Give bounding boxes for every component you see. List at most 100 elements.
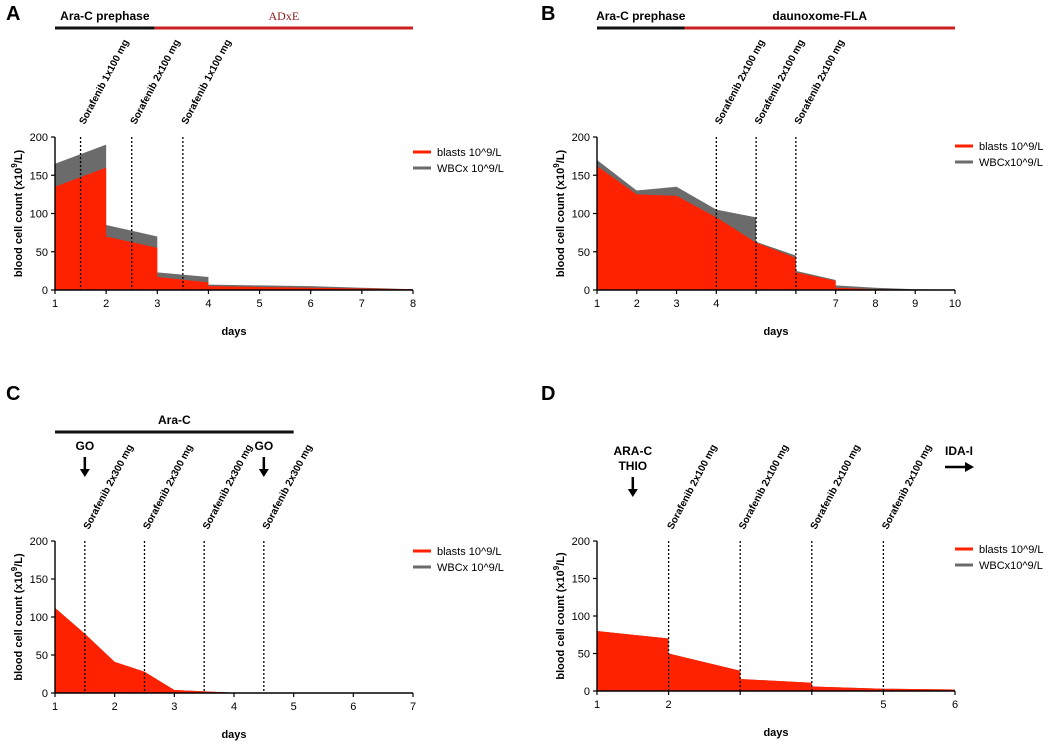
x-tick-label: 5 [291, 701, 297, 713]
sorafenib-label: Sorafenib 2x300 mg [141, 443, 195, 532]
y-tick-label: 0 [42, 285, 48, 297]
y-tick-label: 0 [584, 686, 590, 698]
x-tick-label: 6 [308, 298, 314, 310]
panel-d: D Sorafenib 2x100 mg Sorafenib 2x100 mg Sor… [541, 383, 1043, 739]
sorafenib-label: Sorafenib 2x300 mg [261, 443, 315, 532]
panel-letter: A [6, 3, 20, 25]
y-axis-label: blood cell count (x109/L) [552, 150, 567, 278]
x-tick-label: 6 [350, 701, 356, 713]
arrow-label: THIO [618, 459, 647, 473]
x-tick-label: 5 [257, 298, 263, 310]
legend-entry: blasts 10^9/L [979, 544, 1043, 556]
x-tick-label: 1 [52, 701, 58, 713]
phase-label: ADxE [269, 9, 300, 23]
arrow-head-icon [627, 489, 638, 497]
y-tick-label: 100 [30, 612, 48, 624]
x-tick-label: 3 [171, 701, 177, 713]
y-tick-label: 50 [578, 649, 590, 661]
y-tick-label: 100 [572, 209, 590, 221]
y-tick-label: 150 [30, 574, 48, 586]
arrow-head-icon [965, 462, 974, 472]
sorafenib-label: Sorafenib 2x100 mg [129, 38, 183, 127]
sorafenib-label: Sorafenib 2x300 mg [82, 443, 136, 532]
x-tick-label: 4 [231, 701, 237, 713]
y-tick-label: 100 [572, 611, 590, 623]
x-tick-label: 4 [713, 298, 719, 310]
sorafenib-label: Sorafenib 1x100 mg [180, 38, 234, 127]
x-axis-label: days [763, 727, 788, 739]
y-tick-label: 50 [36, 650, 48, 662]
panel-letter: B [541, 3, 555, 25]
x-tick-label: 2 [634, 298, 640, 310]
panel-letter: C [6, 383, 20, 405]
y-axis-label: blood cell count (x109/L) [552, 552, 567, 680]
legend-entry: blasts 10^9/L [437, 147, 501, 159]
x-tick-label: 3 [673, 298, 679, 310]
arrow-head-icon [258, 469, 269, 477]
y-tick-label: 150 [572, 170, 590, 182]
sorafenib-label: Sorafenib 2x100 mg [666, 443, 720, 532]
blasts-area [55, 607, 413, 693]
x-tick-label: 10 [949, 298, 961, 310]
phase-label: Ara-C [158, 413, 191, 427]
arrow-label: GO [254, 439, 273, 453]
x-tick-label: 1 [594, 298, 600, 310]
x-tick-label: 6 [952, 699, 958, 711]
arrow-label: GO [75, 439, 94, 453]
arrow-label: ARA-C [613, 444, 652, 458]
y-tick-label: 0 [42, 688, 48, 700]
x-axis-label: days [221, 729, 246, 741]
x-tick-label: 5 [880, 699, 886, 711]
y-tick-label: 200 [30, 132, 48, 144]
blasts-area [597, 631, 955, 691]
y-tick-label: 200 [30, 536, 48, 548]
legend-entry: blasts 10^9/L [979, 141, 1043, 153]
y-axis-label: blood cell count (x109/L) [10, 553, 25, 681]
y-tick-label: 150 [572, 574, 590, 586]
panel-letter: D [541, 383, 555, 405]
sorafenib-label: Sorafenib 2x300 mg [201, 443, 255, 532]
x-axis-label: days [763, 326, 788, 338]
x-tick-label: 7 [410, 701, 416, 713]
phase-label: daunoxome-FLA [772, 9, 867, 23]
sorafenib-label: Sorafenib 2x100 mg [737, 443, 791, 532]
legend-entry: WBCx10^9/L [979, 560, 1043, 572]
legend-entry: WBCx 10^9/L [437, 562, 504, 574]
x-tick-label: 8 [410, 298, 416, 310]
arrow-head-icon [79, 469, 90, 477]
x-tick-label: 7 [833, 298, 839, 310]
legend-entry: WBCx 10^9/L [437, 163, 504, 175]
x-tick-label: 8 [872, 298, 878, 310]
sorafenib-label: Sorafenib 1x100 mg [78, 38, 132, 127]
x-tick-label: 1 [594, 699, 600, 711]
x-tick-label: 3 [154, 298, 160, 310]
x-tick-label: 2 [666, 699, 672, 711]
legend-entry: WBCx10^9/L [979, 157, 1043, 169]
x-tick-label: 7 [359, 298, 365, 310]
sorafenib-label: Sorafenib 2x100 mg [809, 443, 863, 532]
x-tick-label: 4 [205, 298, 211, 310]
blasts-area [597, 166, 955, 290]
x-tick-label: 2 [103, 298, 109, 310]
y-tick-label: 50 [36, 247, 48, 259]
phase-label: Ara-C prephase [596, 9, 686, 23]
y-tick-label: 150 [30, 170, 48, 182]
sorafenib-label: Sorafenib 2x100 mg [880, 443, 934, 532]
x-axis-label: days [221, 326, 246, 338]
y-tick-label: 50 [578, 247, 590, 259]
blasts-area [55, 167, 413, 290]
legend-entry: blasts 10^9/L [437, 546, 501, 558]
y-tick-label: 0 [584, 285, 590, 297]
y-tick-label: 200 [572, 132, 590, 144]
y-tick-label: 200 [572, 536, 590, 548]
y-tick-label: 100 [30, 209, 48, 221]
arrow-label: IDA-I [945, 444, 973, 458]
x-tick-label: 9 [912, 298, 918, 310]
phase-label: Ara-C prephase [60, 9, 150, 23]
y-axis-label: blood cell count (x109/L) [10, 150, 25, 278]
x-tick-label: 2 [112, 701, 118, 713]
